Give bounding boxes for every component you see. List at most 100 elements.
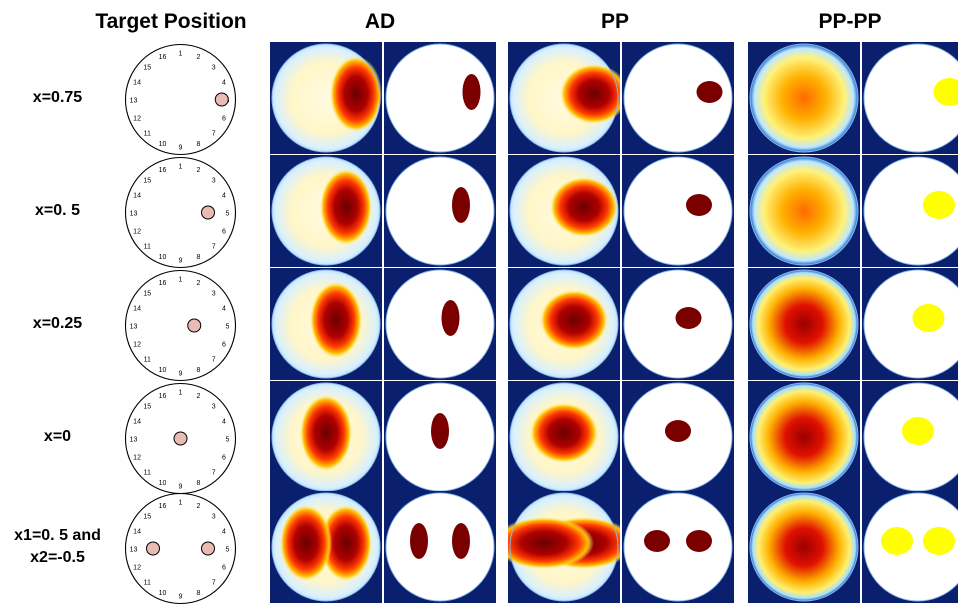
electrode-label: 6 <box>222 454 226 461</box>
electrode-label: 13 <box>130 211 138 218</box>
electrode-label: 3 <box>212 290 216 297</box>
row-label: x=0.25 <box>0 313 115 335</box>
pp-pp-reconstruction-tile <box>748 42 860 154</box>
electrode-label: 8 <box>197 254 201 261</box>
electrode-label: 8 <box>197 590 201 597</box>
ad-reconstruction-tile <box>270 268 382 380</box>
electrode-label: 13 <box>130 98 138 105</box>
electrode-label: 9 <box>179 371 183 378</box>
electrode-label: 6 <box>222 115 226 122</box>
electrode-label: 11 <box>144 244 151 251</box>
tank-boundary <box>126 494 236 604</box>
pp-pp-reconstruction-tile <box>748 381 860 493</box>
row-label: x=0 <box>0 426 115 448</box>
detected-inclusion <box>665 420 691 442</box>
electrode-label: 12 <box>133 115 141 122</box>
pp-reconstruction-tile <box>508 381 620 493</box>
electrode-label: 11 <box>144 357 151 364</box>
conductivity-anomaly <box>300 395 352 471</box>
electrode-label: 4 <box>222 419 226 426</box>
row-label-line: x=0.25 <box>0 313 115 335</box>
pp-pp-reconstruction-tile <box>748 155 860 267</box>
conductivity-anomaly <box>280 505 332 581</box>
ad-reconstruction-tile <box>270 381 382 493</box>
conductivity-anomaly <box>320 169 372 245</box>
electrode-label: 3 <box>212 513 216 520</box>
electrode-label: 15 <box>143 177 151 184</box>
conductivity-anomaly <box>540 290 608 350</box>
electrode-label: 13 <box>130 547 138 554</box>
electrode-label: 12 <box>133 454 141 461</box>
pp-pp-thresholded-tile <box>862 491 958 603</box>
pp-thresholded-tile <box>622 491 734 603</box>
electrode-label: 2 <box>197 503 201 510</box>
conductivity-anomaly <box>310 282 362 358</box>
thresholded-field <box>624 493 732 601</box>
pp-thresholded-tile <box>622 268 734 380</box>
electrode-label: 10 <box>159 254 167 261</box>
electrode-label: 2 <box>197 280 201 287</box>
electrode-label: 5 <box>226 211 230 218</box>
electrode-label: 16 <box>159 167 167 174</box>
reconstruction-field <box>750 270 858 378</box>
electrode-label: 15 <box>143 290 151 297</box>
electrode-label: 14 <box>133 306 141 313</box>
electrode-label: 9 <box>179 484 183 491</box>
electrode-label: 16 <box>159 280 167 287</box>
pp-thresholded-tile <box>622 155 734 267</box>
detected-inclusion <box>452 523 470 559</box>
header-pp: PP <box>575 10 655 34</box>
electrode-label: 4 <box>222 306 226 313</box>
ad-reconstruction-tile <box>270 491 382 603</box>
electrode-label: 13 <box>130 437 138 444</box>
electrode-label: 6 <box>222 564 226 571</box>
conductivity-anomaly <box>530 403 598 463</box>
reconstruction-field <box>750 493 858 601</box>
electrode-label: 1 <box>179 390 183 397</box>
detected-inclusion <box>431 413 449 449</box>
electrode-label: 14 <box>133 419 141 426</box>
row-label-line: x=0.75 <box>0 87 115 109</box>
tank-boundary <box>126 158 236 268</box>
electrode-label: 6 <box>222 228 226 235</box>
thresholded-field <box>386 270 494 378</box>
reconstruction-field <box>750 157 858 265</box>
electrode-label: 6 <box>222 341 226 348</box>
pp-pp-thresholded-tile <box>862 42 958 154</box>
row-label-line: x1=0. 5 and <box>0 525 115 547</box>
pp-thresholded-tile <box>622 42 734 154</box>
pp-thresholded-tile <box>622 381 734 493</box>
detected-inclusion <box>686 194 712 216</box>
ad-thresholded-tile <box>384 42 496 154</box>
electrode-label: 4 <box>222 80 226 87</box>
header-ad: AD <box>340 10 420 34</box>
row-label-line: x2=-0.5 <box>0 547 115 569</box>
conductivity-anomaly <box>330 56 382 132</box>
ad-thresholded-tile <box>384 155 496 267</box>
electrode-label: 11 <box>144 580 151 587</box>
electrode-label: 14 <box>133 193 141 200</box>
electrode-label: 9 <box>179 145 183 152</box>
detected-inclusion <box>686 530 712 552</box>
target-inclusion <box>202 206 215 219</box>
electrode-label: 3 <box>212 177 216 184</box>
header-target-position: Target Position <box>86 10 256 34</box>
pp-reconstruction-tile <box>508 268 620 380</box>
electrode-label: 5 <box>226 547 230 554</box>
row-label-line: x=0. 5 <box>0 200 115 222</box>
target-inclusion <box>202 542 215 555</box>
target-inclusion <box>174 432 187 445</box>
detected-inclusion <box>923 527 955 555</box>
ad-thresholded-tile <box>384 491 496 603</box>
detected-inclusion <box>644 530 670 552</box>
target-inclusion <box>215 93 228 106</box>
pp-reconstruction-tile <box>508 491 620 603</box>
pp-pp-reconstruction-tile <box>748 268 860 380</box>
electrode-label: 12 <box>133 341 141 348</box>
electrode-label: 1 <box>179 277 183 284</box>
target-inclusion <box>147 542 160 555</box>
pp-pp-thresholded-tile <box>862 268 958 380</box>
